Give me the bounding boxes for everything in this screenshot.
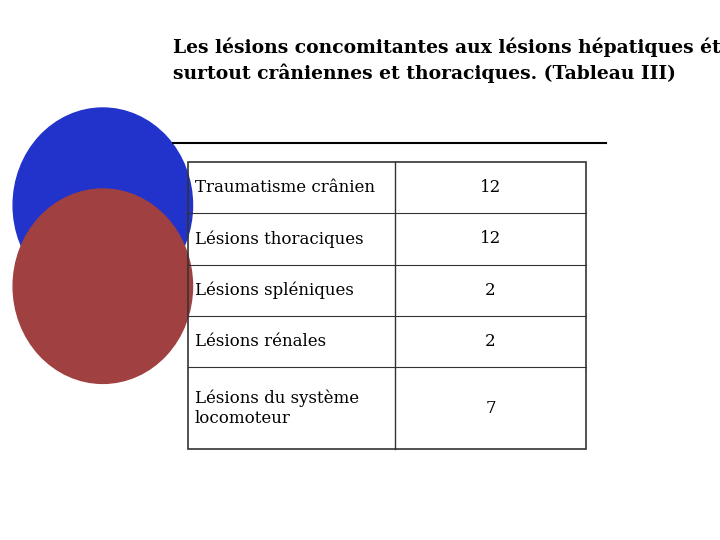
- Bar: [187, 162, 586, 449]
- Circle shape: [13, 108, 192, 302]
- Text: Lésions rénales: Lésions rénales: [195, 333, 326, 350]
- Text: Traumatisme crânien: Traumatisme crânien: [195, 179, 375, 196]
- Text: 2: 2: [485, 282, 496, 299]
- Text: 7: 7: [485, 400, 496, 417]
- Text: 2: 2: [485, 333, 496, 350]
- Text: 12: 12: [480, 179, 501, 196]
- Text: Les lésions concomitantes aux lésions hépatiques étaient
surtout crâniennes et t: Les lésions concomitantes aux lésions hé…: [173, 38, 720, 83]
- Text: 12: 12: [480, 231, 501, 247]
- Text: Lésions du système
locomoteur: Lésions du système locomoteur: [195, 390, 359, 427]
- Text: Lésions spléniques: Lésions spléniques: [195, 281, 354, 299]
- Circle shape: [13, 189, 192, 383]
- Text: Lésions thoraciques: Lésions thoraciques: [195, 230, 364, 248]
